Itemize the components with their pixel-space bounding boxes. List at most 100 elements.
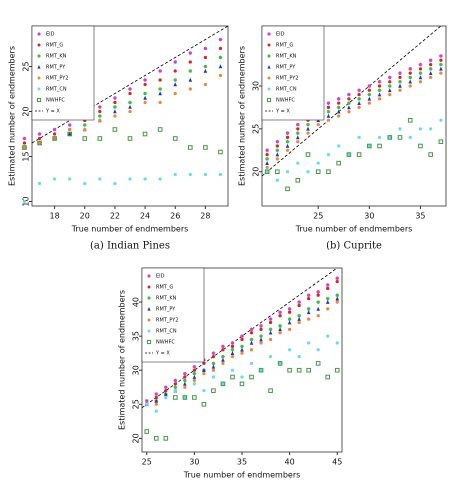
point bbox=[429, 62, 433, 67]
point bbox=[82, 123, 87, 127]
legend-label: RMT_KN bbox=[46, 54, 67, 60]
point bbox=[325, 374, 331, 380]
point bbox=[326, 109, 331, 114]
point bbox=[173, 60, 178, 64]
point bbox=[418, 127, 423, 131]
point bbox=[325, 299, 330, 304]
point bbox=[52, 132, 57, 136]
legend-marker bbox=[37, 65, 41, 69]
legend-marker bbox=[147, 329, 151, 333]
point bbox=[218, 73, 223, 78]
point bbox=[326, 169, 331, 175]
y-tick-label: 20 bbox=[22, 106, 31, 116]
point bbox=[387, 84, 392, 88]
point bbox=[83, 181, 87, 186]
point bbox=[307, 317, 311, 321]
point bbox=[407, 117, 413, 123]
point bbox=[154, 398, 159, 403]
point bbox=[398, 127, 402, 131]
point bbox=[439, 58, 443, 62]
point bbox=[203, 46, 208, 51]
x-tick-label: 25 bbox=[313, 212, 323, 221]
point bbox=[192, 374, 197, 379]
point bbox=[37, 141, 42, 145]
legend-label: EID bbox=[156, 274, 165, 280]
point bbox=[268, 327, 273, 332]
legend-label: NWHFC bbox=[46, 98, 65, 104]
point bbox=[408, 79, 413, 84]
point bbox=[143, 177, 147, 181]
point bbox=[307, 297, 311, 301]
point bbox=[218, 64, 223, 69]
legend-marker bbox=[267, 43, 271, 47]
point bbox=[315, 169, 321, 175]
point bbox=[203, 82, 208, 87]
legend-marker bbox=[37, 32, 41, 36]
point bbox=[398, 79, 402, 84]
point bbox=[295, 177, 301, 183]
point bbox=[192, 371, 197, 376]
point bbox=[397, 135, 403, 140]
point bbox=[173, 78, 178, 82]
point bbox=[128, 87, 132, 91]
legend-marker bbox=[267, 87, 271, 91]
point bbox=[211, 354, 216, 359]
point bbox=[326, 118, 331, 122]
legend-label: EID bbox=[276, 32, 285, 38]
point bbox=[173, 172, 177, 177]
point bbox=[428, 152, 433, 157]
point bbox=[143, 91, 147, 96]
point bbox=[347, 105, 351, 110]
point bbox=[428, 67, 433, 71]
point bbox=[387, 135, 393, 140]
point bbox=[285, 148, 290, 152]
point bbox=[297, 303, 301, 308]
point bbox=[173, 82, 178, 87]
point bbox=[192, 382, 197, 386]
point bbox=[192, 395, 197, 400]
point bbox=[367, 92, 372, 97]
point bbox=[183, 375, 187, 379]
point bbox=[275, 169, 280, 175]
legend-label: RMT_PY2 bbox=[276, 76, 298, 82]
point bbox=[347, 101, 351, 105]
point bbox=[346, 152, 352, 157]
point bbox=[259, 327, 263, 331]
point bbox=[316, 290, 320, 294]
point bbox=[287, 348, 292, 352]
y-axis-label: Estimated number of endmembers bbox=[118, 290, 127, 430]
point bbox=[163, 436, 169, 441]
point bbox=[202, 372, 206, 376]
point bbox=[113, 100, 117, 105]
x-tick-label: 35 bbox=[415, 212, 425, 221]
point bbox=[143, 95, 147, 100]
point bbox=[265, 157, 269, 161]
point bbox=[326, 105, 331, 110]
point bbox=[357, 105, 361, 110]
legend-label: RMT_G bbox=[46, 43, 63, 49]
point bbox=[211, 388, 216, 393]
legend-marker bbox=[147, 296, 151, 300]
point bbox=[285, 131, 290, 135]
point bbox=[275, 139, 280, 144]
x-axis-label: True number of endmembers bbox=[71, 225, 189, 234]
point bbox=[316, 122, 320, 127]
point bbox=[22, 141, 27, 145]
point bbox=[173, 91, 177, 96]
point bbox=[188, 145, 193, 150]
point bbox=[173, 385, 178, 390]
point bbox=[220, 381, 226, 387]
point bbox=[306, 170, 310, 174]
point bbox=[278, 310, 282, 315]
point bbox=[336, 160, 341, 166]
point bbox=[305, 152, 311, 157]
point bbox=[295, 131, 300, 135]
point bbox=[268, 317, 273, 321]
legend-label: Y = X bbox=[45, 109, 60, 115]
point bbox=[367, 143, 372, 149]
point bbox=[335, 296, 340, 301]
point bbox=[143, 78, 147, 82]
point bbox=[192, 365, 197, 369]
point bbox=[367, 88, 371, 92]
point bbox=[183, 385, 187, 389]
